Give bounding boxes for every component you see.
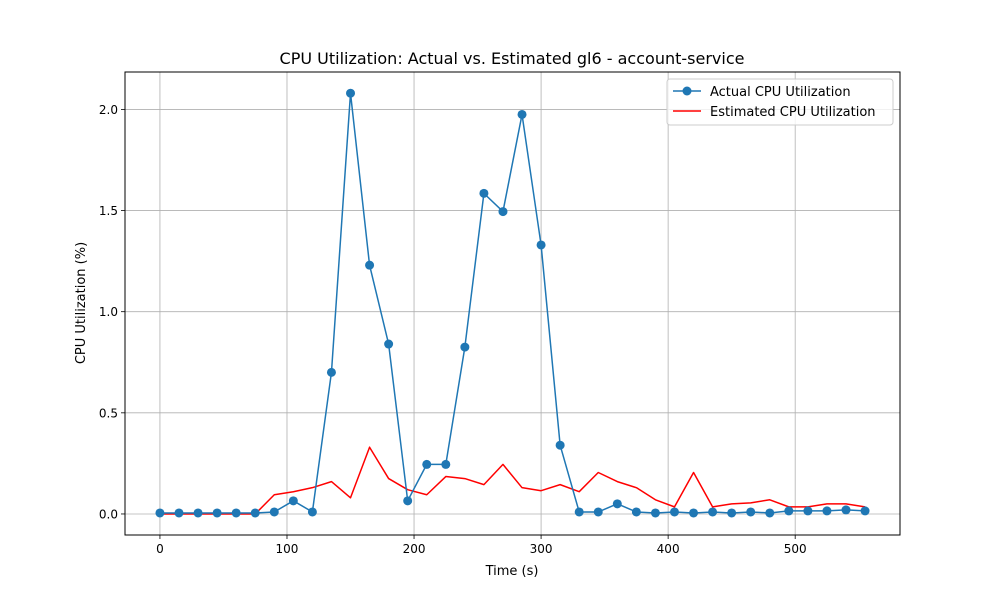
x-tick-label: 400 (657, 542, 680, 556)
actual-data-point (307, 507, 317, 517)
actual-data-point (650, 508, 660, 518)
plot-area (155, 88, 870, 518)
x-tick-label: 0 (156, 542, 164, 556)
y-tick-label: 0.5 (99, 406, 118, 420)
actual-data-point (555, 440, 565, 450)
y-tick-label: 2.0 (99, 103, 118, 117)
actual-data-point (403, 496, 413, 506)
actual-data-point (365, 260, 375, 270)
actual-data-point (460, 342, 470, 352)
actual-data-point (822, 506, 832, 516)
actual-data-point (574, 507, 584, 517)
legend-estimated-label: Estimated CPU Utilization (710, 105, 876, 120)
actual-data-point (250, 508, 260, 518)
actual-data-point (441, 459, 451, 469)
x-tick-label: 300 (530, 542, 553, 556)
legend-actual-marker (682, 86, 692, 96)
actual-data-point (631, 507, 641, 517)
actual-data-point (860, 506, 870, 516)
actual-data-point (803, 506, 813, 516)
actual-data-point (231, 508, 241, 518)
actual-data-point (746, 507, 756, 517)
actual-data-point (326, 367, 336, 377)
y-axis: 0.0 0.5 1.0 1.5 2.0 (99, 103, 125, 521)
y-tick-label: 0.0 (99, 507, 118, 521)
x-axis-label: Time (s) (485, 564, 539, 579)
actual-data-point (155, 508, 165, 518)
legend-box (666, 78, 894, 126)
actual-data-point (498, 207, 508, 217)
x-axis: 0 100 200 300 400 500 (156, 535, 807, 556)
actual-data-point (288, 496, 298, 506)
actual-data-point (612, 499, 622, 509)
actual-data-point (669, 507, 679, 517)
actual-data-point (765, 508, 775, 518)
actual-data-point (346, 88, 356, 98)
actual-data-point (174, 508, 184, 518)
actual-data-point (689, 508, 699, 518)
x-tick-label: 200 (403, 542, 426, 556)
actual-data-point (593, 507, 603, 517)
axes-frame (124, 71, 901, 536)
estimated-series-line (159, 446, 866, 515)
actual-data-point (384, 339, 394, 349)
y-tick-label: 1.0 (99, 305, 118, 319)
actual-data-point (727, 508, 737, 518)
legend: Actual CPU Utilization Estimated CPU Uti… (666, 78, 894, 126)
actual-data-point (212, 508, 222, 518)
actual-data-point (422, 459, 432, 469)
actual-data-point (784, 506, 794, 516)
actual-data-point (479, 188, 489, 198)
legend-actual-label: Actual CPU Utilization (710, 85, 851, 100)
actual-data-point (841, 505, 851, 515)
actual-data-point (708, 507, 718, 517)
y-axis-label: CPU Utilization (%) (74, 242, 89, 364)
y-tick-label: 1.5 (99, 204, 118, 218)
actual-data-point (517, 109, 527, 119)
x-tick-label: 100 (276, 542, 299, 556)
actual-data-point (193, 508, 203, 518)
actual-data-point (269, 507, 279, 517)
actual-data-point (536, 240, 546, 250)
x-tick-label: 500 (784, 542, 807, 556)
chart-title: CPU Utilization: Actual vs. Estimated gl… (280, 49, 745, 68)
